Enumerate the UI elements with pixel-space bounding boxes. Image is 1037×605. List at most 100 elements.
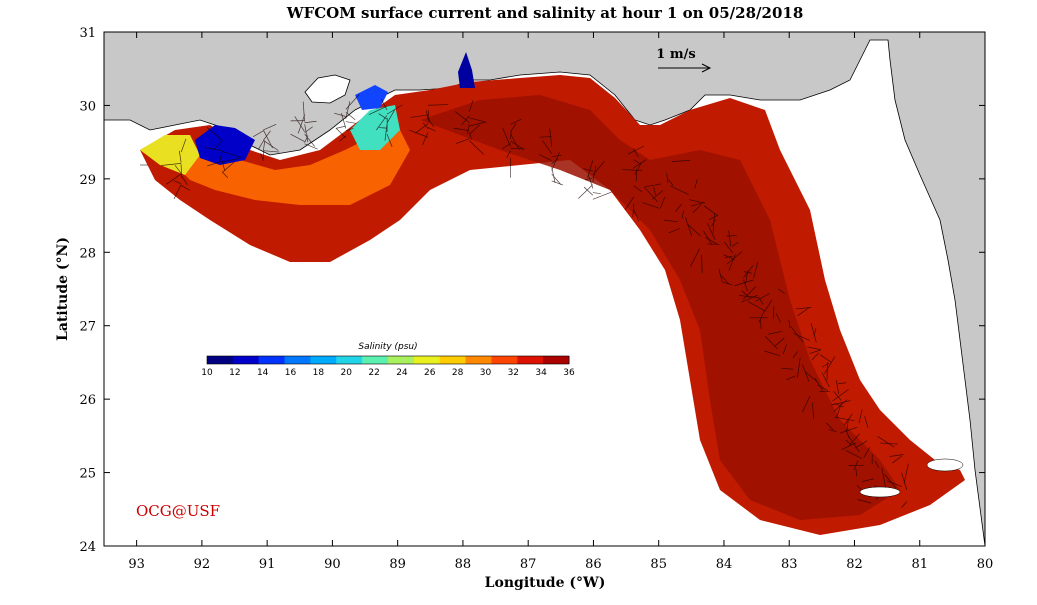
current-vector — [797, 358, 801, 378]
current-vector — [795, 307, 812, 310]
current-vector — [583, 186, 594, 196]
current-vector — [838, 382, 847, 385]
colorbar-cell — [439, 356, 467, 364]
current-vector — [178, 150, 182, 163]
low-salinity-plume — [195, 125, 255, 165]
current-vector — [832, 389, 849, 402]
colorbar-cell — [258, 356, 286, 364]
colorbar-cell — [310, 356, 337, 364]
current-vector — [634, 162, 642, 176]
current-vector — [206, 127, 223, 141]
colorbar-label: 14 — [257, 368, 269, 378]
current-vector — [592, 160, 605, 176]
current-vector — [502, 127, 511, 147]
current-vector — [712, 212, 715, 233]
x-tick-label: 87 — [520, 557, 537, 572]
current-vector — [469, 121, 485, 127]
current-vector — [633, 185, 643, 193]
colorbar-label: 22 — [368, 368, 379, 378]
current-vector — [422, 122, 429, 130]
florida-keys — [859, 458, 964, 498]
current-vector — [694, 178, 698, 189]
current-vector — [263, 140, 266, 151]
colorbar-label: 32 — [508, 368, 519, 378]
current-vector — [672, 160, 691, 162]
current-vector — [834, 416, 855, 422]
current-vector — [290, 133, 305, 142]
current-vector — [690, 201, 705, 207]
current-vector — [501, 143, 511, 150]
current-vector — [804, 371, 818, 382]
y-tick-label: 29 — [79, 173, 96, 188]
current-vector — [826, 362, 828, 381]
current-vector — [551, 167, 556, 183]
current-vector — [263, 130, 273, 149]
current-vector — [539, 136, 552, 138]
x-tick-label: 88 — [455, 557, 472, 572]
current-vector — [833, 390, 842, 401]
current-vector — [781, 367, 794, 370]
scale-arrow-label: 1 m/s — [656, 47, 695, 62]
current-vector — [741, 294, 759, 303]
current-vector — [775, 337, 785, 347]
current-vector — [427, 127, 436, 132]
current-vector — [456, 138, 470, 144]
current-vector — [551, 180, 564, 186]
colorbar-label: 18 — [313, 368, 325, 378]
current-vector — [689, 199, 705, 204]
current-vector — [670, 185, 689, 195]
credit-label: OCG@USF — [136, 502, 220, 520]
current-vector — [549, 128, 552, 147]
x-axis-title: Longitude (°W) — [485, 575, 606, 591]
current-vector — [588, 175, 594, 189]
current-vector — [302, 101, 305, 122]
current-vector — [813, 327, 817, 336]
current-vector — [690, 248, 700, 267]
current-vector — [335, 125, 346, 129]
current-vector — [453, 127, 470, 131]
current-vector — [624, 196, 635, 211]
current-vector — [304, 135, 309, 143]
current-vector — [864, 416, 869, 428]
current-vector — [469, 140, 484, 155]
current-vector — [792, 351, 799, 359]
current-vector — [724, 255, 733, 258]
current-vectors — [140, 94, 909, 508]
x-tick-label: 91 — [259, 557, 276, 572]
current-vector — [701, 255, 703, 274]
x-axis: 93 92 91 90 89 88 87 86 85 84 83 82 81 80 — [128, 32, 993, 572]
current-vector — [381, 99, 388, 111]
current-vector — [901, 501, 908, 508]
current-vector — [726, 251, 743, 265]
current-vector — [728, 230, 732, 247]
current-vector — [758, 311, 765, 323]
current-vector — [427, 109, 430, 122]
current-vector — [294, 116, 305, 132]
current-vector — [705, 237, 718, 245]
y-tick-label: 25 — [79, 467, 96, 482]
current-vector — [252, 130, 264, 138]
current-vector — [422, 132, 429, 146]
current-vector — [807, 346, 821, 350]
current-vector — [643, 186, 658, 202]
current-vector — [790, 326, 804, 343]
current-vector — [378, 113, 388, 120]
current-vector — [743, 286, 757, 300]
current-vector — [633, 209, 640, 222]
current-vector — [863, 447, 870, 459]
current-vector — [335, 127, 347, 139]
colorbar-frame — [206, 355, 570, 365]
x-tick-label: 92 — [194, 557, 211, 572]
current-vector — [772, 306, 775, 319]
current-vector — [760, 318, 762, 329]
current-vector — [663, 219, 678, 223]
current-vector — [368, 105, 388, 116]
current-vector — [668, 179, 674, 187]
colorbar-cell — [336, 356, 363, 364]
current-vector — [845, 439, 853, 446]
current-vector — [551, 158, 559, 164]
current-vector — [538, 154, 552, 161]
colorbar-cell — [465, 356, 492, 364]
y-tick-label: 28 — [79, 246, 96, 261]
current-vector — [468, 132, 472, 141]
